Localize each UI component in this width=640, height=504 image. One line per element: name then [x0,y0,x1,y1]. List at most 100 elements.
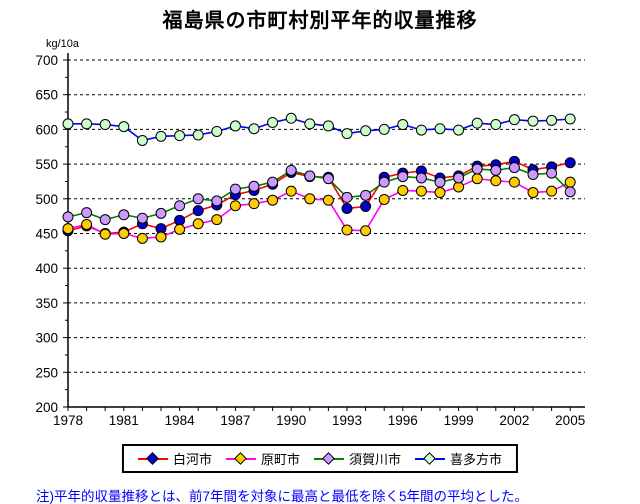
series-3-marker [322,120,334,132]
series-3-marker [564,113,576,125]
series-2-marker [99,214,111,226]
series-3-marker [471,117,483,129]
x-tick-label: 1987 [220,413,250,428]
series-3-marker [546,114,558,126]
series-2-marker [508,162,520,174]
series-1-marker [304,193,316,205]
series-3-marker [62,118,74,130]
series-2-marker [174,200,186,212]
y-tick-label: 500 [35,192,58,207]
x-tick-label: 1996 [388,413,418,428]
series-1-marker [229,200,241,212]
chart-legend: 白河市 原町市 須賀川市 喜多方市 [121,444,519,473]
y-tick-label: 400 [35,261,58,276]
series-1-marker [99,228,111,240]
series-1-marker [471,173,483,185]
series-3-marker [174,130,186,142]
series-2-marker [267,176,279,188]
series-1-marker [508,176,520,188]
series-1-marker [490,175,502,187]
series-1-marker [211,214,223,226]
series-3-marker [490,119,502,131]
series-0-marker [360,200,372,212]
legend-label: 喜多方市 [450,452,503,467]
series-2-marker [564,186,576,198]
series-2-marker [341,191,353,203]
series-2-marker [471,163,483,175]
y-tick-label: 250 [35,365,58,380]
series-0-marker [174,214,186,226]
legend-label: 原町市 [260,452,300,467]
series-2-marker [229,183,241,195]
series-2-marker [527,169,539,181]
series-1-marker [322,194,334,206]
series-2-marker [211,195,223,207]
x-tick-label: 1993 [332,413,362,428]
y-tick-label: 700 [35,53,58,68]
legend-item-3: 喜多方市 [415,449,502,468]
x-tick-label: 1999 [444,413,474,428]
y-tick-label: 450 [35,227,58,242]
x-tick-label: 1978 [53,413,83,428]
series-2-marker [62,211,74,223]
series-3-marker [508,114,520,126]
x-tick-label: 2005 [555,413,585,428]
y-tick-label: 300 [35,331,58,346]
y-axis-unit-label: kg/10a [46,38,80,50]
series-1-marker [546,185,558,197]
series-2-marker [490,164,502,176]
series-3-marker [434,123,446,135]
series-2-marker [415,172,427,184]
legend-item-1: 原町市 [225,449,300,468]
chart-title: 福島県の市町村別平年的収量推移 [162,10,478,32]
series-1-marker [415,185,427,197]
series-3-marker [192,129,204,141]
series-1-marker [136,232,148,244]
legend-line-sample [225,451,256,465]
series-2-marker [322,173,334,185]
series-1-marker [118,228,130,239]
series-2-marker [81,207,93,219]
series-2-marker [360,189,372,201]
x-tick-label: 1981 [109,413,139,428]
series-2-marker [378,176,390,188]
series-3-marker [527,115,539,127]
series-2-marker [118,209,130,221]
series-2-marker [136,212,148,224]
series-1-marker [378,193,390,205]
x-tick-label: 1984 [165,413,196,428]
series-1-marker [81,218,93,230]
series-line-3 [68,117,571,142]
series-line-2 [67,166,571,221]
series-2-marker [285,164,297,176]
series-2-marker [546,167,558,179]
series-1-marker [360,225,372,237]
series-2-marker [155,207,167,219]
series-3-marker [155,130,167,142]
series-1-marker [267,194,279,206]
series-2-marker [192,193,204,205]
series-1-marker [527,187,539,199]
legend-label: 白河市 [172,452,212,467]
series-1-marker [174,223,186,235]
legend-marker-icon [234,451,247,465]
legend-line-sample [137,451,168,465]
series-2-marker [397,171,409,183]
series-3-marker [211,125,223,137]
series-line-1 [67,177,571,240]
series-3-marker [360,125,372,137]
legend-line-sample [314,451,344,465]
y-tick-label: 650 [35,88,58,103]
chart-footnote: 注)平年的収量推移とは、前7年間を対象に最高と最低を除く5年間の平均とした。 [36,489,529,504]
series-3-marker [81,118,93,130]
series-2-marker [304,170,316,182]
y-tick-label: 200 [35,400,58,415]
legend-line-sample [415,451,446,465]
series-3-marker [248,123,260,135]
legend-item-0: 白河市 [137,449,212,468]
y-tick-label: 550 [35,157,58,172]
series-1-marker [564,176,576,188]
series-3-marker [267,116,279,128]
legend-marker-icon [322,451,335,465]
